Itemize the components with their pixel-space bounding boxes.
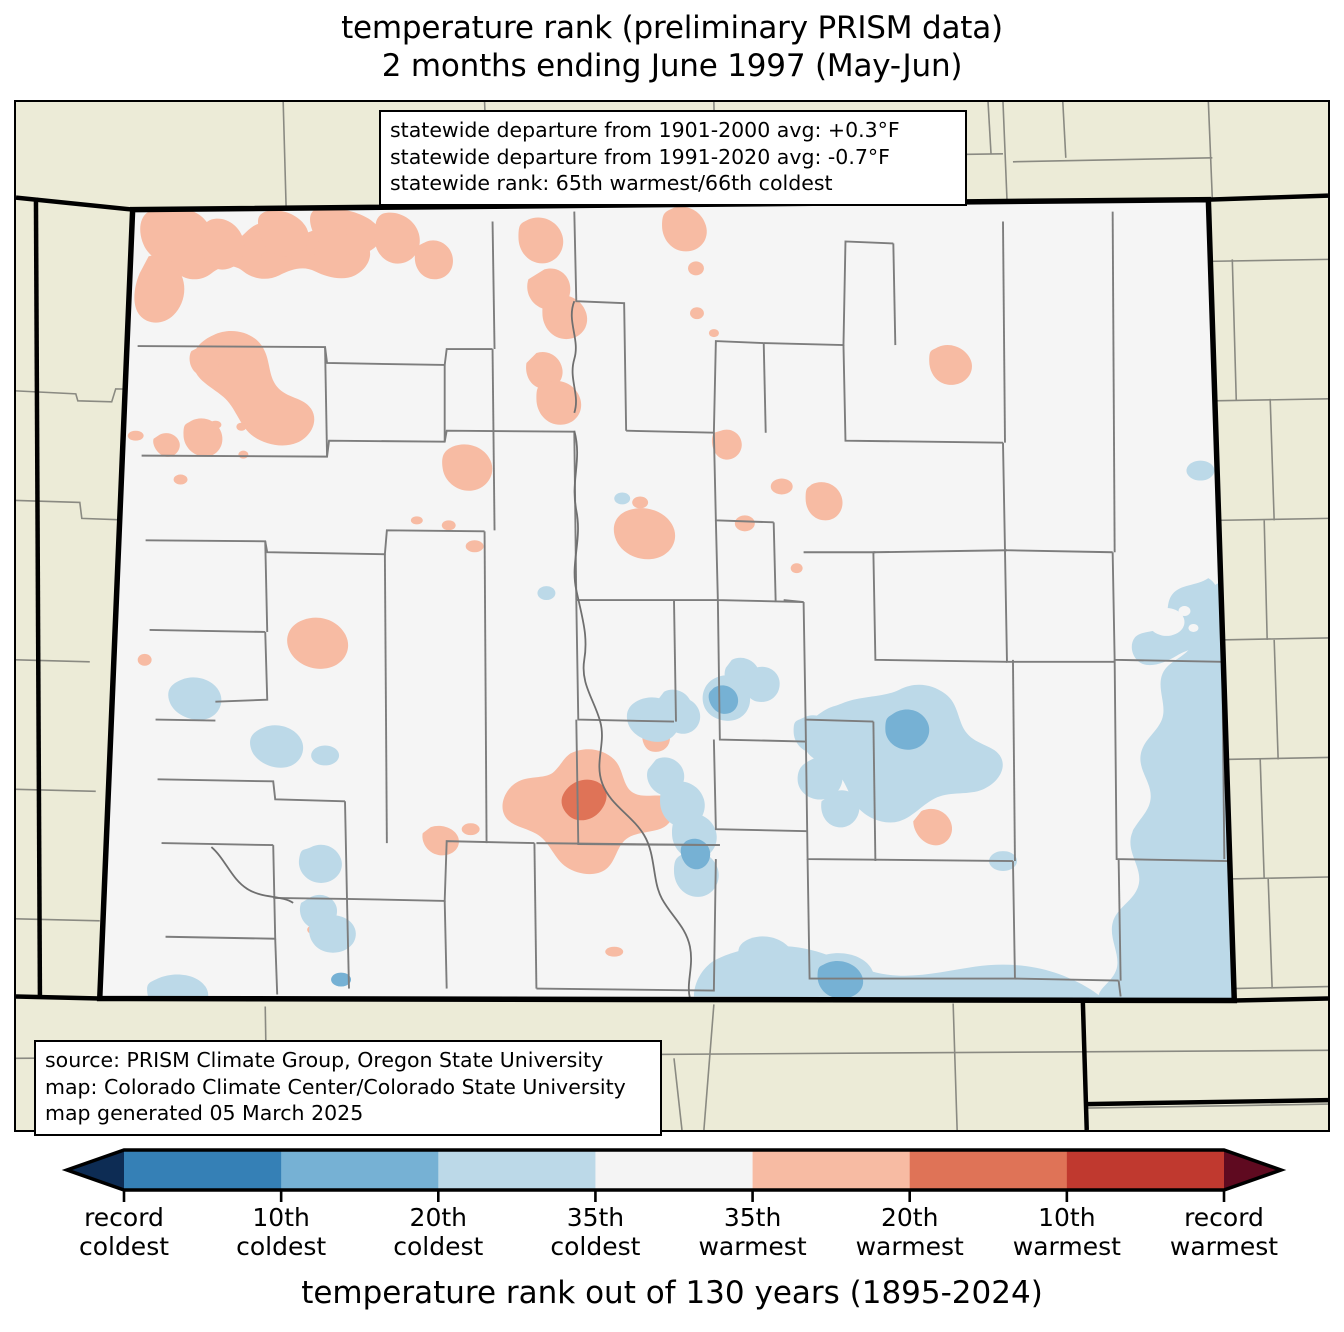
source-line-2: map: Colorado Climate Center/Colorado St…: [45, 1074, 626, 1099]
statewide-stats-box: statewide departure from 1901-2000 avg: …: [379, 110, 967, 206]
title-line-2: 2 months ending June 1997 (May-Jun): [381, 47, 963, 84]
very-warm-rank-core: [561, 779, 607, 821]
very-cool-rank-cores: [331, 685, 930, 999]
colorbar-label-5: 20th warmest: [855, 1203, 964, 1261]
colorbar-label-6: 10th warmest: [1012, 1203, 1121, 1261]
colorbar-band-5: [909, 1150, 1068, 1190]
colorbar-tick-labels: record coldest 10th coldest 20th coldest 35th c…: [0, 1203, 1344, 1265]
colorbar-band-0: [124, 1150, 282, 1190]
colorbar-label-0: record coldest: [78, 1203, 170, 1261]
colorbar-band-6: [1066, 1150, 1225, 1190]
stats-line-3: statewide rank: 65th warmest/66th coldes…: [390, 171, 833, 196]
page-title: temperature rank (preliminary PRISM data…: [0, 10, 1344, 86]
colorbar: [0, 1145, 1344, 1205]
state-interior: [99, 199, 1235, 1001]
colorbar-svg: [61, 1148, 1287, 1202]
neighbor-state-boundaries: [16, 193, 1328, 1130]
stats-line-2: statewide departure from 1991-2020 avg: …: [390, 144, 890, 169]
colorbar-band-3: [595, 1150, 754, 1190]
colorbar-over-arrow: [1224, 1150, 1281, 1190]
colorbar-under-arrow: [67, 1150, 124, 1190]
colorbar-label-1: 10th coldest: [236, 1203, 327, 1261]
river-line: [210, 300, 715, 1001]
colorbar-axis-title: temperature rank out of 130 years (1895-…: [301, 1275, 1043, 1311]
colorbar-band-2: [438, 1150, 596, 1190]
map-container: [14, 100, 1330, 1132]
title-line-1: temperature rank (preliminary PRISM data…: [341, 10, 1003, 46]
colorbar-label-4: 35th warmest: [698, 1203, 807, 1261]
colorbar-band-1: [281, 1150, 439, 1190]
colorbar-label-7: record warmest: [1169, 1203, 1279, 1261]
source-line-3: map generated 05 March 2025: [45, 1101, 364, 1126]
source-line-1: source: PRISM Climate Group, Oregon Stat…: [45, 1048, 604, 1072]
source-attribution-box: source: PRISM Climate Group, Oregon Stat…: [34, 1040, 662, 1136]
colorbar-band-4: [752, 1150, 911, 1190]
colorbar-label-3: 35th coldest: [550, 1203, 641, 1261]
stats-line-1: statewide departure from 1901-2000 avg: …: [390, 118, 900, 142]
colorbar-label-2: 20th coldest: [393, 1203, 484, 1261]
colorado-temperature-rank-map: [16, 102, 1328, 1130]
county-boundary-lines: [137, 211, 1229, 997]
